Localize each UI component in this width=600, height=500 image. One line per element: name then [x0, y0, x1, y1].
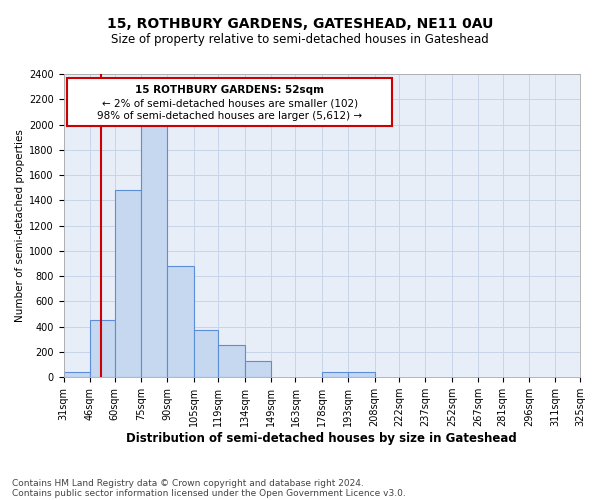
- Bar: [245, 362, 271, 377]
- Bar: [64, 372, 90, 377]
- Text: 15, ROTHBURY GARDENS, GATESHEAD, NE11 0AU: 15, ROTHBURY GARDENS, GATESHEAD, NE11 0A…: [107, 18, 493, 32]
- Text: 98% of semi-detached houses are larger (5,612) →: 98% of semi-detached houses are larger (…: [97, 110, 362, 120]
- Text: Size of property relative to semi-detached houses in Gateshead: Size of property relative to semi-detach…: [111, 32, 489, 46]
- Text: 15 ROTHBURY GARDENS: 52sqm: 15 ROTHBURY GARDENS: 52sqm: [135, 86, 324, 96]
- X-axis label: Distribution of semi-detached houses by size in Gateshead: Distribution of semi-detached houses by …: [127, 432, 517, 445]
- Bar: [90, 320, 115, 377]
- Bar: [322, 372, 348, 377]
- Bar: [67, 78, 392, 126]
- Bar: [348, 372, 374, 377]
- Bar: [194, 330, 218, 377]
- Text: ← 2% of semi-detached houses are smaller (102): ← 2% of semi-detached houses are smaller…: [101, 98, 358, 108]
- Bar: [141, 124, 167, 377]
- Text: Contains public sector information licensed under the Open Government Licence v3: Contains public sector information licen…: [12, 488, 406, 498]
- Text: Contains HM Land Registry data © Crown copyright and database right 2024.: Contains HM Land Registry data © Crown c…: [12, 478, 364, 488]
- Bar: [218, 345, 245, 377]
- Y-axis label: Number of semi-detached properties: Number of semi-detached properties: [15, 129, 25, 322]
- Bar: [115, 190, 141, 377]
- Bar: [167, 266, 194, 377]
